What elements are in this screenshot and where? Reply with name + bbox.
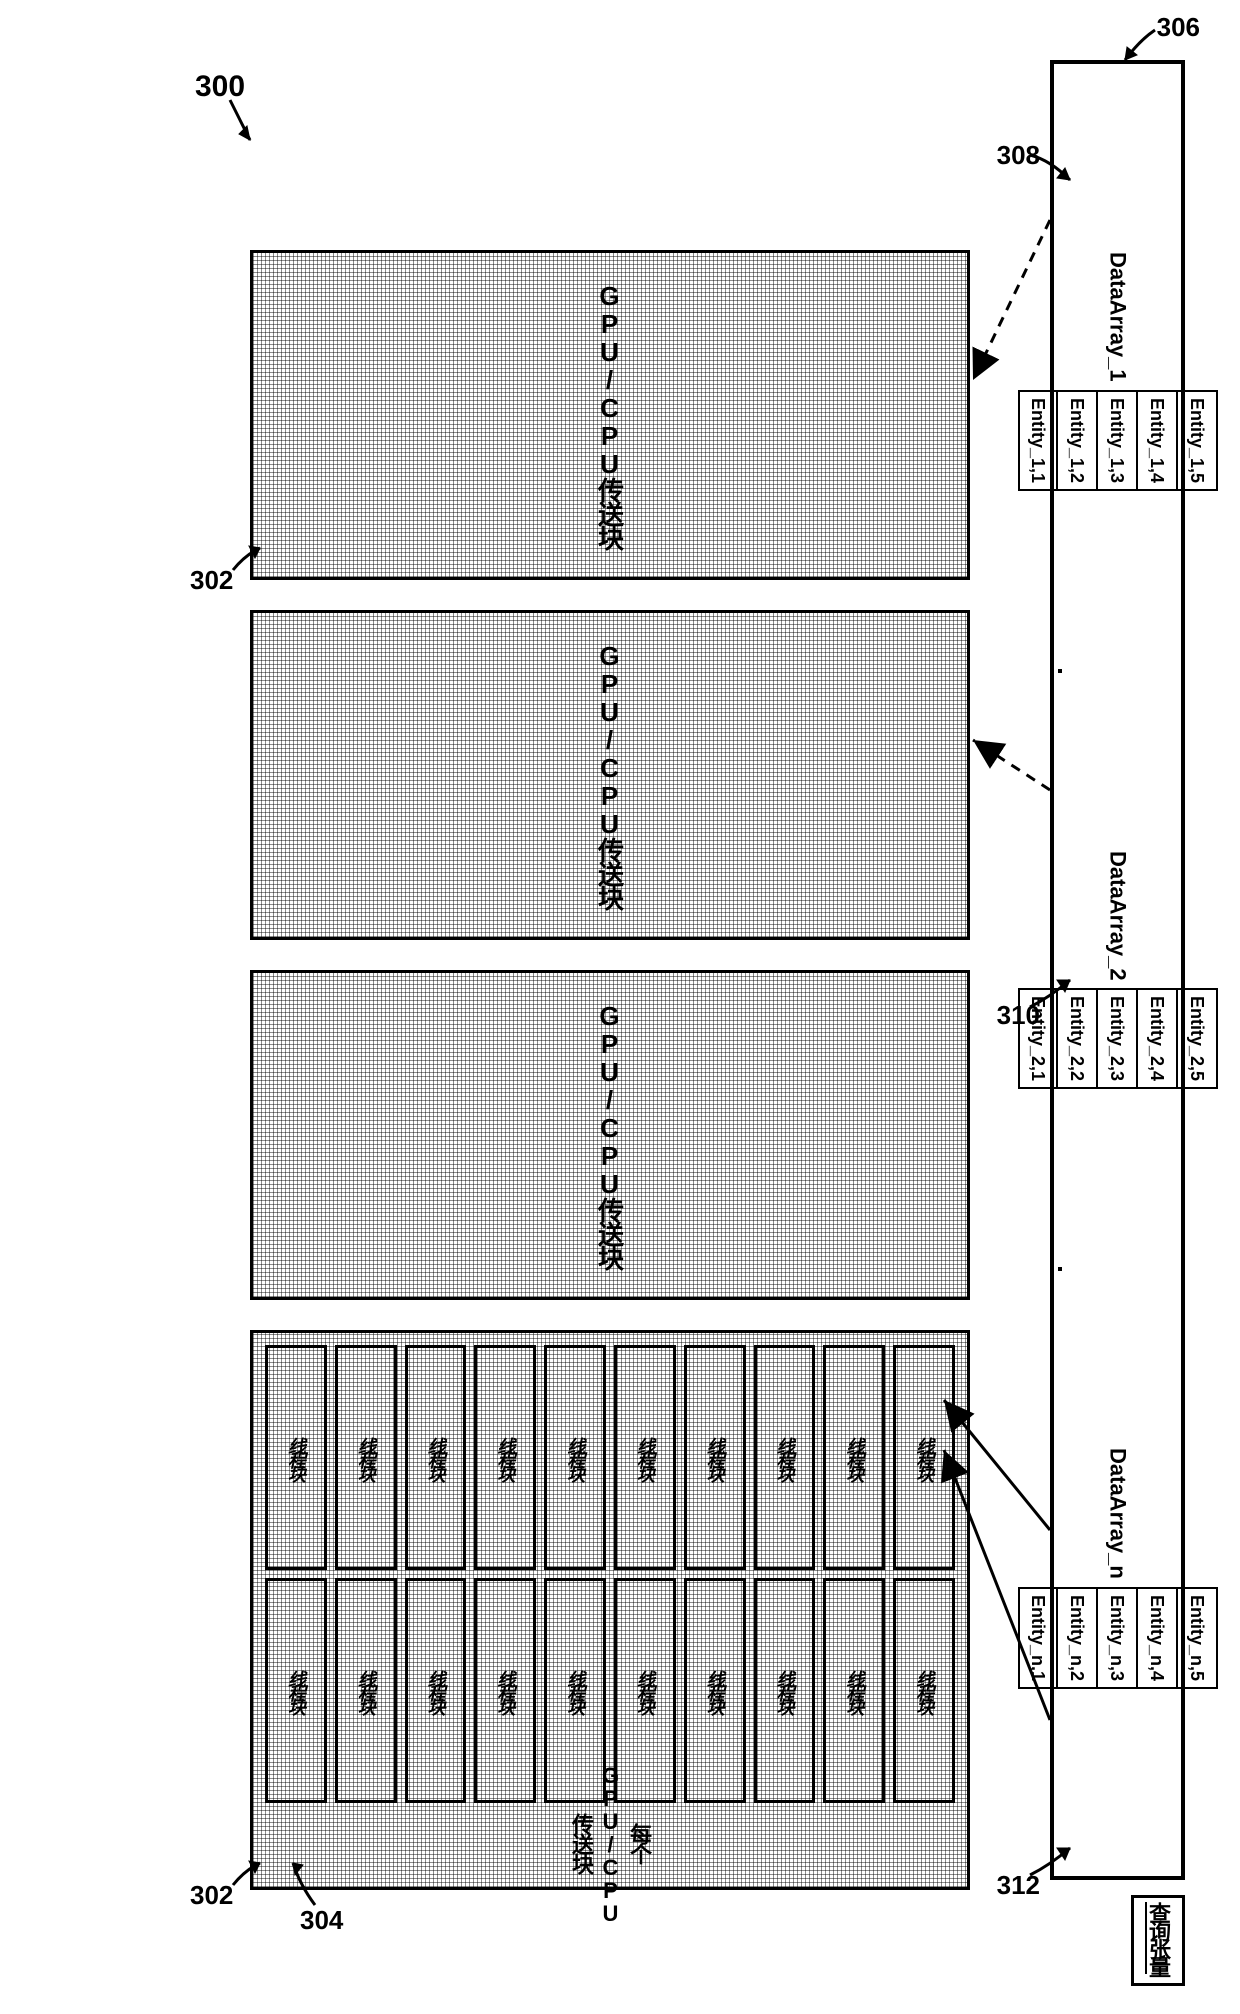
entity-box: Entity_1,1 <box>1018 390 1058 491</box>
ref-arrow-302a <box>225 540 275 580</box>
section-title: DataArray_n <box>1105 1448 1131 1579</box>
entity-text: Entity_1,1 <box>1027 398 1048 483</box>
entity-box: Entity_n,3 <box>1098 1587 1138 1689</box>
data-array-section: DataArray_2Entity_2,1Entity_2,2Entity_2,… <box>1054 673 1181 1268</box>
entity-text: Entity_n,3 <box>1106 1595 1127 1681</box>
thread-cell: 线程块 <box>265 1578 327 1803</box>
ref-arrow-306 <box>1115 25 1165 65</box>
entity-box: Entity_2,4 <box>1138 988 1178 1089</box>
thread-cell-text: 线程块 <box>422 1670 448 1712</box>
thread-cell-text: 线程块 <box>702 1670 728 1712</box>
thread-row-1: 线程块 线程块 线程块 线程块 线程块 线程块 线程块 线程块 线程块 线程块 <box>265 1345 955 1570</box>
thread-cell-text: 线程块 <box>771 1437 797 1479</box>
thread-cell-text: 线程块 <box>911 1670 937 1712</box>
thread-cell: 线程块 <box>823 1345 885 1570</box>
thread-cell-text: 线程块 <box>353 1437 379 1479</box>
thread-cell-text: 线程块 <box>283 1670 309 1712</box>
entity-group: Entity_n,1 Entity_n,2 Entity_n,3 Entity_n,4… <box>1018 1587 1218 1689</box>
thread-cell-text: 线程块 <box>492 1437 518 1479</box>
entity-box: Entity_n,5 <box>1178 1587 1218 1689</box>
query-tensor-text: 查询张量 <box>1142 1902 1174 1974</box>
transfer-block-2: GPU/CPU传送块 <box>250 610 970 940</box>
entity-text: Entity_1,4 <box>1146 398 1167 483</box>
thread-cell: 线程块 <box>684 1345 746 1570</box>
transfer-block-3: GPU/CPU传送块 <box>250 970 970 1300</box>
thread-cell: 线程块 <box>474 1345 536 1570</box>
thread-cell: 线程块 <box>893 1578 955 1803</box>
thread-cell: 线程块 <box>684 1578 746 1803</box>
entity-text: Entity_2,5 <box>1186 996 1207 1081</box>
entity-box: Entity_1,5 <box>1178 390 1218 491</box>
thread-cell: 线程块 <box>405 1578 467 1803</box>
ref-arrow-310 <box>1025 972 1075 1012</box>
detail-caption: 每个GPU/CPU传送块 <box>265 1811 955 1875</box>
detail-caption-text: 每个GPU/CPU传送块 <box>565 1763 655 1924</box>
thread-cell: 线程块 <box>754 1578 816 1803</box>
entity-text: Entity_1,5 <box>1186 398 1207 483</box>
thread-cell-text: 线程块 <box>841 1670 867 1712</box>
thread-cell: 线程块 <box>823 1578 885 1803</box>
thread-cell-text: 线程块 <box>422 1437 448 1479</box>
transfer-block-1: GPU/CPU传送块 <box>250 250 970 580</box>
entity-text: Entity_1,2 <box>1066 398 1087 483</box>
thread-cell-text: 线程块 <box>492 1670 518 1712</box>
thread-cell-text: 线程块 <box>562 1670 588 1712</box>
ref-arrow-302b <box>225 1855 275 1895</box>
thread-cell: 线程块 <box>544 1345 606 1570</box>
entity-text: Entity_n,5 <box>1186 1595 1207 1681</box>
thread-cell-text: 线程块 <box>353 1670 379 1712</box>
thread-cell-text: 线程块 <box>562 1437 588 1479</box>
thread-cell-text: 线程块 <box>632 1670 658 1712</box>
thread-cell: 线程块 <box>893 1345 955 1570</box>
data-array-section: DataArray_nEntity_n,1Entity_n,2Entity_n,… <box>1054 1271 1181 1866</box>
thread-cell-text: 线程块 <box>632 1437 658 1479</box>
entity-text: Entity_1,3 <box>1106 398 1127 483</box>
entity-group: Entity_1,1 Entity_1,2 Entity_1,3 Entity_1,4… <box>1018 390 1218 491</box>
ref-arrow-312 <box>1025 1840 1075 1880</box>
right-panel: DataArray_1Entity_1,1Entity_1,2Entity_1,… <box>1050 60 1185 1880</box>
entity-box: Entity_1,4 <box>1138 390 1178 491</box>
thread-cell: 线程块 <box>335 1578 397 1803</box>
thread-cell-text: 线程块 <box>911 1437 937 1479</box>
query-tensor-label: 查询张量 <box>1131 1895 1185 1986</box>
section-title: DataArray_1 <box>1105 252 1131 382</box>
thread-cell-text: 线程块 <box>841 1437 867 1479</box>
section-title: DataArray_2 <box>1105 851 1131 981</box>
entity-box: Entity_n,1 <box>1018 1587 1058 1689</box>
entity-box: Entity_n,4 <box>1138 1587 1178 1689</box>
ref-arrow-300 <box>195 90 255 150</box>
thread-cell: 线程块 <box>614 1345 676 1570</box>
thread-cell-text: 线程块 <box>771 1670 797 1712</box>
transfer-block-label: GPU/CPU传送块 <box>592 641 629 909</box>
entity-text: Entity_2,4 <box>1146 996 1167 1081</box>
entity-box: Entity_1,2 <box>1058 390 1098 491</box>
thread-cell: 线程块 <box>474 1578 536 1803</box>
transfer-block-label: GPU/CPU传送块 <box>592 1001 629 1269</box>
ref-arrow-304 <box>285 1855 345 1910</box>
ref-arrow-308 <box>1025 150 1075 190</box>
thread-cell: 线程块 <box>754 1345 816 1570</box>
thread-cell: 线程块 <box>335 1345 397 1570</box>
thread-cell-text: 线程块 <box>283 1437 309 1479</box>
transfer-block-label: GPU/CPU传送块 <box>592 281 629 549</box>
thread-cell: 线程块 <box>265 1345 327 1570</box>
thread-cell: 线程块 <box>405 1345 467 1570</box>
entity-text: Entity_n,4 <box>1146 1595 1167 1681</box>
entity-box: Entity_2,3 <box>1098 988 1138 1089</box>
transfer-block-detail: 线程块线程块线程块线程块线程块线程块线程块线程块线程块线程块 线程块线程块线程块… <box>250 1330 970 1890</box>
entity-text: Entity_n,1 <box>1027 1595 1048 1681</box>
thread-cell-text: 线程块 <box>702 1437 728 1479</box>
entity-text: Entity_2,3 <box>1106 996 1127 1081</box>
entity-box: Entity_1,3 <box>1098 390 1138 491</box>
entity-text: Entity_n,2 <box>1066 1595 1087 1681</box>
entity-box: Entity_2,5 <box>1178 988 1218 1089</box>
entity-box: Entity_n,2 <box>1058 1587 1098 1689</box>
